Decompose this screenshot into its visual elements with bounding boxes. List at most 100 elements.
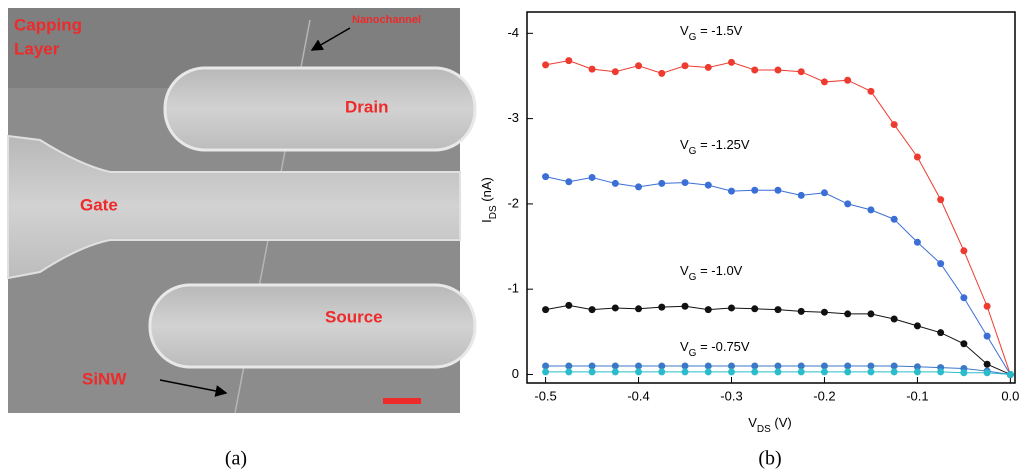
text-part: G <box>689 32 697 43</box>
data-point <box>867 362 875 370</box>
text-part: V <box>748 415 757 430</box>
data-point <box>867 206 875 214</box>
data-point <box>727 304 735 312</box>
annotation: VG = -1.25V <box>680 137 750 157</box>
text-part: V <box>680 263 689 278</box>
data-point <box>681 368 689 376</box>
data-point <box>960 247 968 255</box>
data-point <box>844 200 852 208</box>
caption: (b) <box>758 448 781 470</box>
data-point <box>751 368 759 376</box>
plot-frame <box>526 11 1016 384</box>
data-point <box>890 121 898 129</box>
data-point <box>681 179 689 187</box>
x-tick-label: -0.4 <box>627 388 649 403</box>
data-point <box>960 340 968 348</box>
data-point <box>704 362 712 370</box>
label: Drain <box>345 97 388 116</box>
text-part: V <box>680 23 689 38</box>
data-point <box>844 310 852 318</box>
data-point <box>635 368 643 376</box>
text-part: = -1.5V <box>696 23 742 38</box>
data-point <box>542 362 550 370</box>
data-point <box>983 332 991 340</box>
data-point <box>890 215 898 223</box>
label: SiNW <box>82 369 127 388</box>
data-point <box>727 187 735 195</box>
data-point <box>681 62 689 70</box>
series-line <box>545 60 1011 375</box>
data-point <box>867 87 875 95</box>
data-point <box>635 183 643 191</box>
data-point <box>588 368 596 376</box>
data-point <box>913 322 921 330</box>
data-point <box>774 362 782 370</box>
data-point <box>704 63 712 71</box>
data-point <box>820 362 828 370</box>
data-point <box>960 369 968 377</box>
data-point <box>727 58 735 66</box>
data-point <box>565 301 573 309</box>
text-part: = -0.75V <box>696 339 749 354</box>
label: Gate <box>80 195 118 214</box>
data-point <box>542 61 550 69</box>
data-point <box>797 191 805 199</box>
data-point <box>658 69 666 77</box>
data-point <box>542 306 550 314</box>
data-point <box>658 179 666 187</box>
data-point <box>751 186 759 194</box>
data-point <box>890 315 898 323</box>
data-point <box>983 302 991 310</box>
data-point <box>611 304 619 312</box>
data-point <box>611 362 619 370</box>
data-point <box>867 368 875 376</box>
data-point <box>890 368 898 376</box>
text-part: DS <box>757 424 771 435</box>
data-point <box>867 310 875 318</box>
data-point <box>844 76 852 84</box>
data-point <box>565 362 573 370</box>
sem-image: Capping Layer Nanochannel Drain Gate Sou… <box>7 8 477 414</box>
y-tick-label: 0 <box>512 366 519 381</box>
data-point <box>658 362 666 370</box>
annotation: VG = -1.5V <box>680 23 743 43</box>
y-axis-label: IDS (nA) <box>479 177 499 223</box>
text-part: = -1.0V <box>696 263 742 278</box>
x-axis-label: VDS (V) <box>748 415 792 435</box>
x-tick-label: 0.0 <box>1001 388 1019 403</box>
data-point <box>890 362 898 370</box>
text-part: = -1.25V <box>696 137 749 152</box>
data-point <box>611 68 619 76</box>
data-point <box>937 196 945 204</box>
data-point <box>913 153 921 161</box>
x-tick-label: -0.2 <box>813 388 835 403</box>
data-point <box>635 305 643 313</box>
y-tick-label: -3 <box>507 110 519 125</box>
data-point <box>844 368 852 376</box>
y-tick-label: -4 <box>507 25 519 40</box>
data-point <box>1006 370 1014 378</box>
label: Source <box>325 307 383 326</box>
data-point <box>565 178 573 186</box>
data-point <box>542 173 550 181</box>
y-tick-label: -2 <box>507 195 519 210</box>
data-point <box>611 368 619 376</box>
x-tick-label: -0.1 <box>906 388 928 403</box>
data-point <box>751 362 759 370</box>
text-part: G <box>689 146 697 157</box>
data-point <box>960 294 968 302</box>
data-point <box>797 362 805 370</box>
data-point <box>588 306 596 314</box>
data-point <box>658 368 666 376</box>
data-point <box>937 260 945 268</box>
text-part: (nA) <box>479 177 494 205</box>
data-point <box>797 307 805 315</box>
data-point <box>913 238 921 246</box>
data-point <box>588 173 596 181</box>
label: Nanochannel <box>352 14 421 26</box>
data-point <box>704 368 712 376</box>
data-point <box>658 303 666 311</box>
data-point <box>681 302 689 310</box>
data-point <box>542 368 550 376</box>
